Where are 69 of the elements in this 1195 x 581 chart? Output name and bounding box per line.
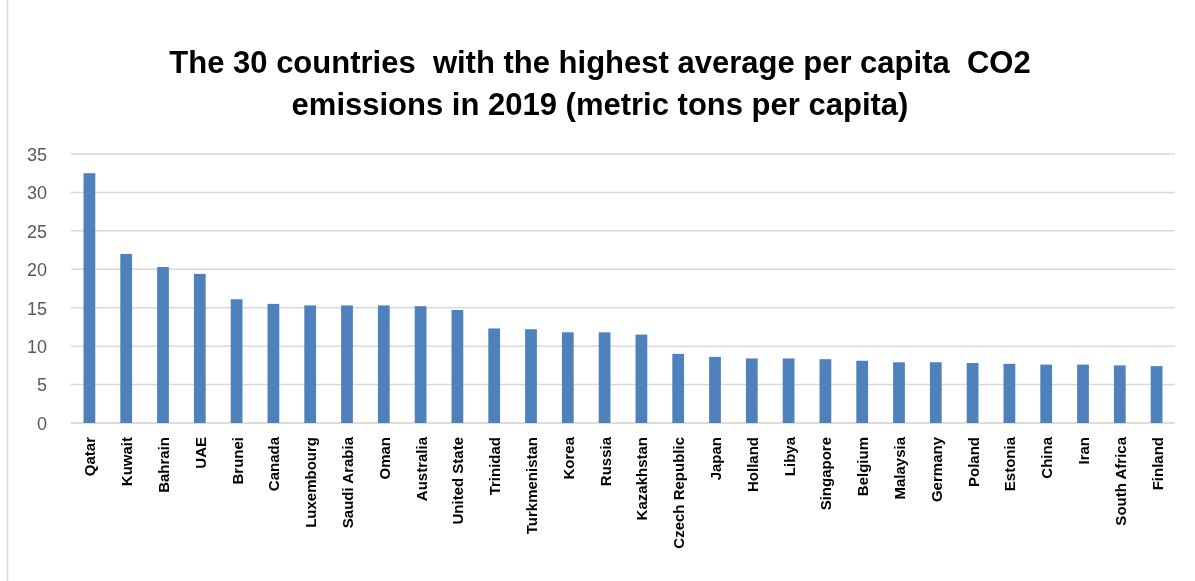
bar [709, 356, 721, 423]
bar [598, 332, 611, 423]
y-tick-label: 15 [26, 298, 47, 319]
x-tick-label: Singapore [817, 437, 835, 511]
bar [635, 334, 648, 423]
bar [230, 299, 243, 423]
bar [966, 363, 979, 423]
bar [83, 173, 96, 423]
y-tick-label: 0 [36, 413, 47, 434]
x-tick-label: Holland [743, 437, 761, 492]
bar [745, 358, 758, 423]
y-tick-label: 20 [26, 260, 47, 281]
x-tick-label: Malaysia [891, 436, 908, 500]
x-tick-label: Czech Republic [670, 437, 688, 549]
bar [1077, 364, 1089, 423]
x-tick-label: Luxembourg [302, 437, 320, 528]
x-tick-label: Kuwait [118, 437, 136, 487]
bar [561, 332, 574, 423]
x-tick-label: Belgium [854, 437, 872, 497]
bar [1003, 363, 1016, 423]
bar [451, 310, 464, 423]
x-tick-label: Russia [596, 436, 614, 487]
x-tick-label: Germany [927, 436, 945, 503]
y-tick-label: 30 [26, 183, 47, 204]
chart-title: The 30 countries with the highest average per capita CO2 emissions in 2019 (metric tons per capita) [169, 45, 1031, 122]
x-tick-label: Poland [964, 437, 982, 488]
bar [525, 329, 537, 423]
bar [1150, 366, 1163, 423]
x-tick-label: Australia [412, 436, 430, 502]
y-tick-label: 5 [36, 375, 47, 396]
bar [672, 353, 685, 423]
bar [267, 303, 280, 423]
x-tick-label: United State [449, 437, 467, 525]
x-tick-label: UAE [191, 437, 209, 469]
bar [120, 253, 133, 423]
bar [782, 358, 795, 423]
x-tick-label: Iran [1075, 437, 1092, 465]
bar [929, 362, 942, 423]
x-tick-label: Qatar [81, 436, 99, 477]
x-tick-label: Japan [707, 437, 724, 481]
bar [1113, 365, 1126, 423]
x-tick-label: Canada [265, 436, 283, 492]
bar [893, 362, 905, 423]
y-tick-label: 10 [26, 336, 47, 357]
x-tick-label: Kazakhstan [633, 437, 651, 521]
y-tick-label: 25 [26, 221, 47, 242]
bar [1040, 364, 1053, 423]
x-tick-label: Finland [1148, 437, 1166, 491]
bar [856, 360, 869, 423]
bar [414, 306, 427, 423]
bar [488, 328, 501, 423]
x-tick-label: Trinidad [486, 437, 504, 496]
y-tick-label: 35 [26, 144, 47, 165]
x-tick-label: Saudi Arabia [339, 436, 356, 529]
x-tick-label: Korea [559, 436, 577, 480]
bar [341, 305, 353, 423]
bar [304, 305, 317, 423]
x-tick-label: Estonia [1001, 436, 1019, 492]
bar [193, 273, 206, 423]
x-tick-label: China [1038, 436, 1056, 479]
x-tick-label: Brunei [228, 437, 246, 485]
x-tick-label: Libya [780, 436, 798, 477]
x-tick-label: Bahrain [155, 437, 172, 493]
bar [377, 305, 390, 423]
bar [819, 359, 832, 423]
x-tick-label: Turkmenistan [523, 437, 540, 535]
bar [157, 266, 169, 423]
x-tick-label: Oman [375, 437, 393, 480]
x-tick-label: South Africa [1111, 436, 1129, 526]
